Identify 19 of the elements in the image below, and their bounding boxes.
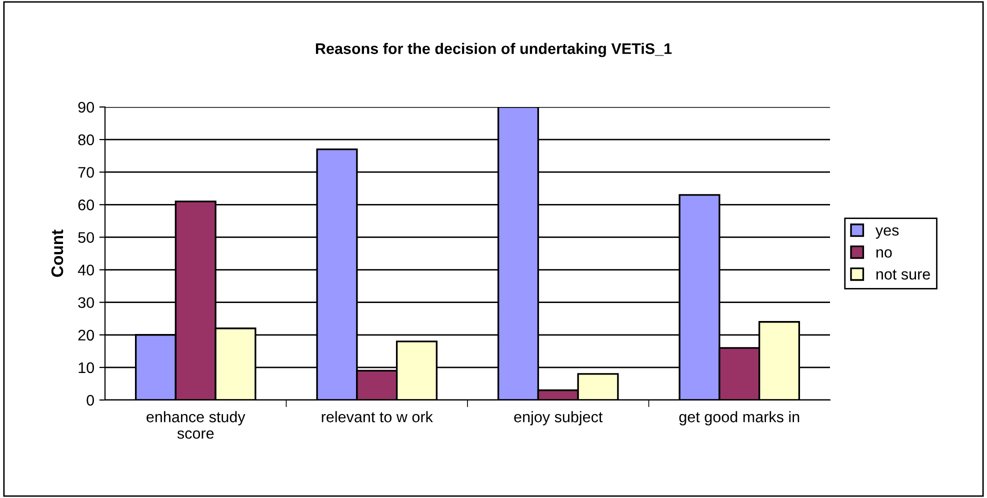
legend-label: no: [876, 249, 892, 258]
y-tick-label: 50: [78, 232, 94, 243]
x-tick-label: enhance study score: [146, 411, 246, 439]
x-tick-label: enjoy subject: [514, 411, 603, 426]
y-axis-title: Count: [51, 230, 64, 277]
y-tick-label: 90: [78, 102, 94, 113]
y-tick-label: 80: [78, 134, 94, 146]
y-tick-label: 10: [78, 362, 94, 374]
y-tick-label: 70: [78, 166, 94, 178]
legend-label: not sure: [876, 270, 930, 280]
y-tick-label: 20: [78, 330, 94, 341]
x-tick-label: relevant to w ork: [322, 411, 433, 422]
x-tick-label: get good marks in: [679, 411, 800, 426]
y-tick-label: 30: [78, 297, 94, 308]
legend-label: yes: [875, 227, 899, 239]
chart-title: Reasons for the decision of undertaking VETiS_1: [316, 42, 672, 58]
y-tick-label: 40: [78, 264, 94, 276]
y-tick-label: 60: [78, 200, 94, 210]
y-tick-label: 0: [86, 394, 94, 406]
